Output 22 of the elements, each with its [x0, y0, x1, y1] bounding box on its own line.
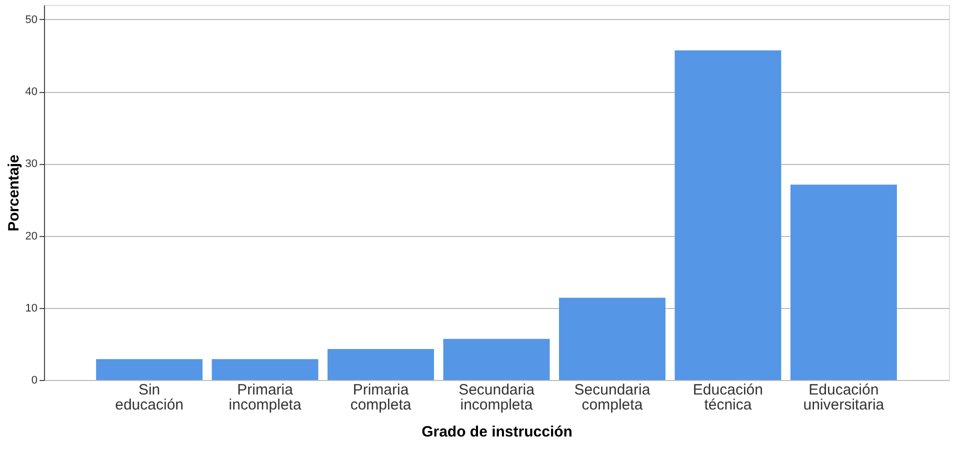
bar: [443, 338, 550, 380]
y-tick-label: 40: [25, 86, 38, 98]
y-tick-label: 20: [25, 230, 38, 242]
bar: [328, 348, 434, 380]
x-tick-label: Primaria completa: [350, 382, 412, 414]
y-tick-label: 30: [25, 158, 38, 170]
y-axis-title: Porcentaje: [5, 154, 22, 232]
y-tick-label: 0: [31, 374, 38, 386]
x-axis-title: Grado de instrucción: [422, 424, 572, 440]
x-tick-label: Secundaria completa: [574, 382, 651, 414]
bar: [96, 359, 203, 380]
y-tick-label: 50: [25, 14, 38, 26]
bar: [674, 50, 782, 380]
x-tick-label: Secundaria incompleta: [458, 382, 536, 414]
bar: [790, 184, 897, 380]
y-tick-label: 10: [25, 302, 38, 314]
x-tick-label: Educación técnica: [692, 382, 763, 414]
bar: [212, 359, 318, 380]
x-tick-label: Primaria incompleta: [228, 382, 302, 414]
x-tick-label: Sin educación: [115, 382, 184, 414]
bar: [558, 298, 666, 380]
x-tick-label: Educación universitaria: [803, 382, 885, 414]
